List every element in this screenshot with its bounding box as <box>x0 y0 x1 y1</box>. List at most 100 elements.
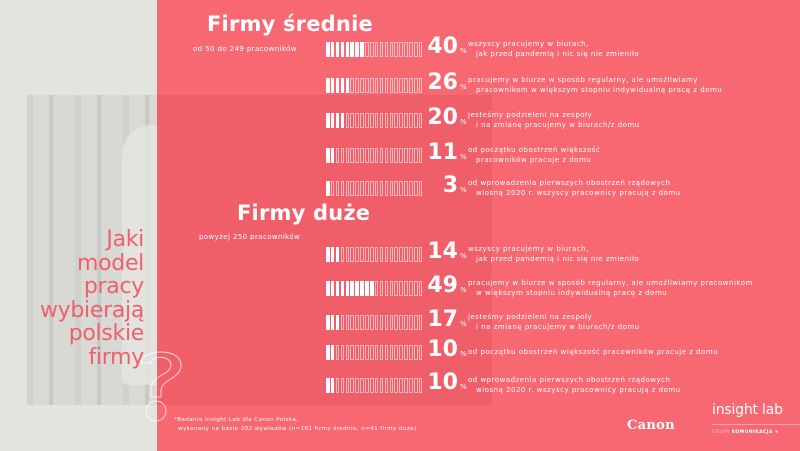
bar-segment-empty <box>374 315 379 330</box>
segment-bar <box>326 315 423 330</box>
bar-segment-empty <box>355 345 359 360</box>
bar-segment-filled <box>335 315 340 330</box>
bar-segment-empty <box>379 42 384 57</box>
bar-segment-empty <box>350 315 354 330</box>
bar-segment-empty <box>350 345 354 360</box>
desc-line-2: pracownikom w większym stopniu indywidua… <box>476 86 723 94</box>
bar-segment-filled <box>335 113 340 128</box>
question-line: pracy <box>83 274 144 299</box>
bar-segment-empty <box>418 345 423 360</box>
bar-segment-empty <box>404 378 408 393</box>
segment-bar <box>326 181 423 196</box>
bar-segment-empty <box>345 148 350 163</box>
bar-segment-empty <box>409 113 413 128</box>
percent-sign: % <box>460 153 467 161</box>
percent-value: 11 <box>427 140 458 165</box>
desc-line-2: wiosną 2020 r. wszyscy pracownicy pracuj… <box>476 189 681 197</box>
percent-value: 10 <box>427 337 458 362</box>
bar-segment-empty <box>404 42 408 57</box>
bar-segment-empty <box>374 247 379 262</box>
bar-segment-empty <box>374 378 379 393</box>
row-description: jesteśmy podzieleni na zespoły i na zmian… <box>468 110 640 130</box>
percent-sign: % <box>460 186 467 194</box>
bar-segment-empty <box>374 345 379 360</box>
bar-segment-filled <box>340 78 345 93</box>
bar-segment-empty <box>404 281 408 296</box>
bar-segment-empty <box>374 113 379 128</box>
bar-segment-empty <box>370 42 374 57</box>
bar-segment-empty <box>345 345 350 360</box>
question-mark-icon <box>140 351 182 422</box>
bar-segment-empty <box>384 247 389 262</box>
bar-segment-filled <box>326 315 330 330</box>
segment-bar <box>326 345 423 360</box>
bar-segment-filled <box>326 378 330 393</box>
bar-segment-empty <box>414 281 418 296</box>
bar-segment-empty <box>389 378 394 393</box>
bar-segment-filled <box>350 281 354 296</box>
bar-segment-empty <box>360 181 364 196</box>
bar-segment-empty <box>360 113 364 128</box>
grupa-name: KOMUNIKACJA + <box>731 430 780 435</box>
bar-segment-empty <box>355 247 359 262</box>
bar-segment-empty <box>365 42 369 57</box>
bar-segment-empty <box>418 181 423 196</box>
segment-bar <box>326 378 423 393</box>
bar-segment-empty <box>330 181 335 196</box>
bar-segment-empty <box>360 345 364 360</box>
desc-line-2: jak przed pandemią i nic się nie zmienił… <box>476 50 640 58</box>
bar-segment-empty <box>394 113 398 128</box>
percent-sign: % <box>460 83 467 91</box>
section-subtitle-large-firms: powyżej 250 pracowników <box>199 233 301 241</box>
bar-segment-filled <box>326 42 330 57</box>
row-description: pracujemy w biurze w sposób regularny, a… <box>468 75 722 95</box>
percent-sign: % <box>460 47 467 55</box>
bar-segment-empty <box>360 378 364 393</box>
bar-segment-empty <box>350 148 354 163</box>
bar-segment-empty <box>355 78 359 93</box>
bar-segment-empty <box>394 148 398 163</box>
bar-segment-empty <box>379 148 384 163</box>
bar-segment-filled <box>326 181 330 196</box>
bar-segment-filled <box>340 113 345 128</box>
bar-segment-empty <box>365 181 369 196</box>
bar-segment-empty <box>404 247 408 262</box>
bar-segment-empty <box>370 78 374 93</box>
bar-segment-empty <box>399 378 403 393</box>
bar-segment-empty <box>409 247 413 262</box>
percent-sign: % <box>460 252 467 260</box>
red-content-panel <box>157 0 800 451</box>
bar-segment-filled <box>345 281 350 296</box>
bar-segment-empty <box>374 148 379 163</box>
bar-segment-empty <box>340 148 345 163</box>
footnote-line-2: wykonany na bazie 202 wywiadów (n=161 fi… <box>178 426 417 432</box>
bar-segment-empty <box>379 281 384 296</box>
bar-segment-empty <box>404 315 408 330</box>
bar-segment-filled <box>330 281 335 296</box>
bar-segment-empty <box>394 315 398 330</box>
bar-segment-empty <box>345 378 350 393</box>
desc-line-2: i na zmianę pracujemy w biurach/z domu <box>476 121 640 129</box>
bar-segment-empty <box>394 247 398 262</box>
percent-value: 17 <box>427 307 458 332</box>
bar-segment-empty <box>360 148 364 163</box>
bar-segment-empty <box>389 181 394 196</box>
bar-segment-empty <box>384 315 389 330</box>
bar-segment-filled <box>330 315 335 330</box>
bar-segment-empty <box>370 345 374 360</box>
desc-line-2: w większym stopniu indywidualną pracę z … <box>476 289 668 297</box>
bar-segment-empty <box>394 181 398 196</box>
row-description: pracujemy w biurze w sposób regularny, a… <box>468 278 753 298</box>
question-line: model <box>76 250 144 276</box>
bar-segment-filled <box>330 148 335 163</box>
bar-segment-empty <box>379 345 384 360</box>
bar-segment-empty <box>340 315 345 330</box>
bar-segment-empty <box>340 247 345 262</box>
bar-segment-filled <box>355 42 359 57</box>
bar-segment-empty <box>389 315 394 330</box>
logo-divider <box>712 424 800 425</box>
row-description: od początku obostrzeń większość pracowni… <box>468 347 718 357</box>
segment-bar <box>326 78 423 93</box>
bar-segment-empty <box>370 247 374 262</box>
bar-segment-empty <box>355 315 359 330</box>
